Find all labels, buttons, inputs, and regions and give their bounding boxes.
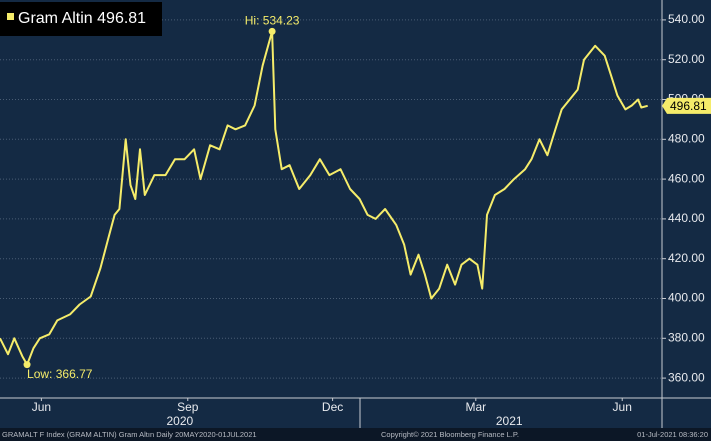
y-tick-label: 460.00 — [668, 171, 705, 185]
high-marker — [268, 27, 276, 35]
grid — [0, 19, 662, 379]
legend-box — [0, 2, 162, 36]
x-tick-label: Dec — [322, 400, 343, 414]
x-tick-label: Jun — [32, 400, 51, 414]
legend-name: Gram Altin — [18, 10, 93, 27]
footer-band — [0, 428, 711, 441]
y-tick-label: 540.00 — [668, 12, 705, 26]
series-line — [0, 30, 648, 366]
x-tick-label: Jun — [613, 400, 632, 414]
legend-value: 496.81 — [97, 10, 146, 27]
footer-right: 01-Jul-2021 08:36:20 — [637, 430, 708, 439]
legend-swatch — [7, 13, 14, 20]
high-annotation: Hi: 534.23 — [245, 14, 300, 28]
low-annotation: Low: 366.77 — [27, 367, 93, 381]
y-tick-label: 360.00 — [668, 370, 705, 384]
year-label: 2021 — [496, 414, 523, 428]
legend-entry: Gram Altin 496.81 — [18, 10, 146, 27]
x-tick-label: Sep — [177, 400, 199, 414]
year-label: 2020 — [166, 414, 193, 428]
footer-left: GRAMALT F Index (GRAM ALTIN) Gram Altın … — [2, 430, 257, 439]
y-tick-label: 380.00 — [668, 330, 705, 344]
x-tick-label: Mar — [465, 400, 486, 414]
y-tick-label: 520.00 — [668, 52, 705, 66]
y-tick-label: 400.00 — [668, 291, 705, 305]
y-tick-label: 480.00 — [668, 131, 705, 145]
last-value-box — [662, 97, 711, 114]
plot: Hi: 534.23 Low: 366.77 — [0, 14, 648, 381]
footer-center: Copyright© 2021 Bloomberg Finance L.P. — [381, 430, 519, 439]
y-tick-label: 420.00 — [668, 251, 705, 265]
low-marker — [23, 361, 31, 369]
y-tick-label: 440.00 — [668, 211, 705, 225]
last-value-label: 496.81 — [670, 99, 707, 113]
